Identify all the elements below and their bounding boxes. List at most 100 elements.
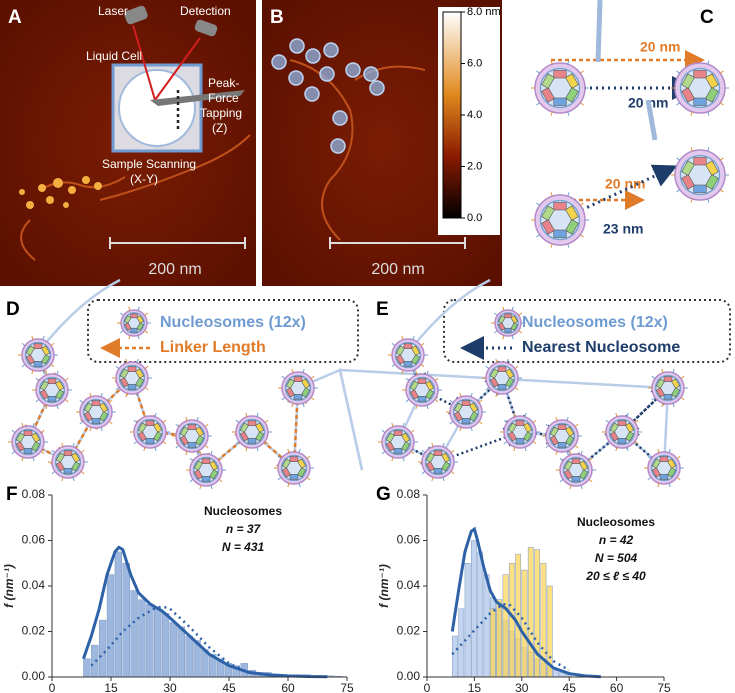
histone	[195, 435, 205, 446]
histone	[655, 378, 665, 389]
tail	[434, 399, 439, 403]
tail	[35, 377, 40, 381]
tail	[647, 477, 652, 481]
tail	[144, 365, 149, 369]
nucleosome	[76, 392, 116, 432]
linker-label: 20 nm	[605, 176, 645, 192]
histone	[385, 441, 395, 452]
histone	[301, 378, 311, 389]
panel-label: A	[8, 7, 22, 28]
histone	[135, 377, 145, 388]
histone	[25, 345, 35, 356]
bar	[515, 553, 522, 678]
histone	[469, 411, 479, 422]
histone	[553, 202, 567, 211]
histone	[655, 387, 665, 398]
tail	[615, 447, 618, 452]
tail	[707, 60, 710, 65]
fit-line	[450, 526, 601, 679]
liquid-cell-label: Liquid Cell	[86, 49, 142, 63]
histone	[505, 377, 515, 388]
tail	[61, 477, 64, 482]
histone	[659, 474, 669, 480]
histone	[425, 389, 435, 400]
tail	[588, 457, 593, 461]
bar	[452, 635, 458, 678]
tail	[676, 477, 681, 481]
tail	[391, 342, 396, 346]
tail	[579, 234, 584, 238]
nucleosome	[602, 412, 642, 452]
tail	[707, 147, 710, 152]
tail	[235, 419, 240, 423]
tail	[559, 479, 564, 483]
tail	[235, 441, 240, 445]
tail	[634, 441, 639, 445]
tail	[204, 445, 209, 449]
tail	[196, 416, 199, 421]
tail	[493, 330, 498, 334]
nucleosome	[112, 358, 152, 398]
tail	[566, 416, 569, 421]
tail	[45, 370, 48, 375]
tail	[277, 455, 282, 459]
histone	[617, 420, 627, 426]
tail	[707, 198, 710, 203]
tail	[291, 368, 294, 373]
tail	[615, 412, 618, 417]
tail	[401, 335, 404, 340]
histone	[565, 205, 579, 221]
histone	[705, 160, 719, 176]
tail	[524, 447, 527, 452]
histone	[693, 157, 707, 166]
tail	[144, 312, 149, 316]
nucleosome	[278, 368, 318, 408]
tail	[410, 451, 415, 455]
tail	[21, 364, 26, 368]
x-tick-label: 30	[163, 681, 177, 693]
histone	[15, 441, 25, 452]
histone	[23, 448, 33, 454]
histone	[137, 422, 147, 433]
tail	[189, 457, 194, 461]
tail	[532, 441, 537, 445]
tail	[125, 393, 128, 398]
x-tick-label: 60	[281, 681, 295, 693]
legend-entry: Nearest Nucleosome	[522, 339, 680, 356]
tail	[676, 157, 681, 161]
histone	[297, 467, 307, 478]
histone	[297, 458, 307, 469]
histone	[681, 174, 695, 190]
bar	[138, 599, 146, 678]
histone	[411, 354, 421, 365]
histone	[83, 411, 93, 422]
detector-icon	[194, 19, 218, 37]
histone	[557, 424, 567, 430]
histone	[23, 430, 33, 436]
panel-c: C 20 nm 20 nm 20 nm 23 nm	[551, 7, 714, 237]
tail	[35, 399, 40, 403]
tail	[72, 477, 75, 482]
histone	[209, 469, 219, 480]
tail	[514, 387, 519, 391]
tail	[719, 189, 724, 193]
annotation: Nucleosomes	[577, 515, 655, 529]
x-tick-label: 0	[49, 681, 56, 693]
x-tick-label: 0	[424, 681, 431, 693]
histone	[136, 322, 144, 331]
tail	[204, 423, 209, 427]
histone	[179, 435, 189, 446]
tail	[431, 477, 434, 482]
nucleosome	[482, 358, 522, 398]
histone	[99, 402, 109, 413]
bar	[185, 635, 193, 678]
scale-bar	[329, 237, 466, 249]
tail	[690, 60, 693, 65]
histone	[301, 387, 311, 398]
x-tick-label: 60	[610, 681, 624, 693]
tail	[310, 397, 315, 401]
histone	[557, 442, 567, 448]
bar	[106, 574, 115, 678]
tail	[162, 441, 167, 445]
tail	[449, 399, 454, 403]
